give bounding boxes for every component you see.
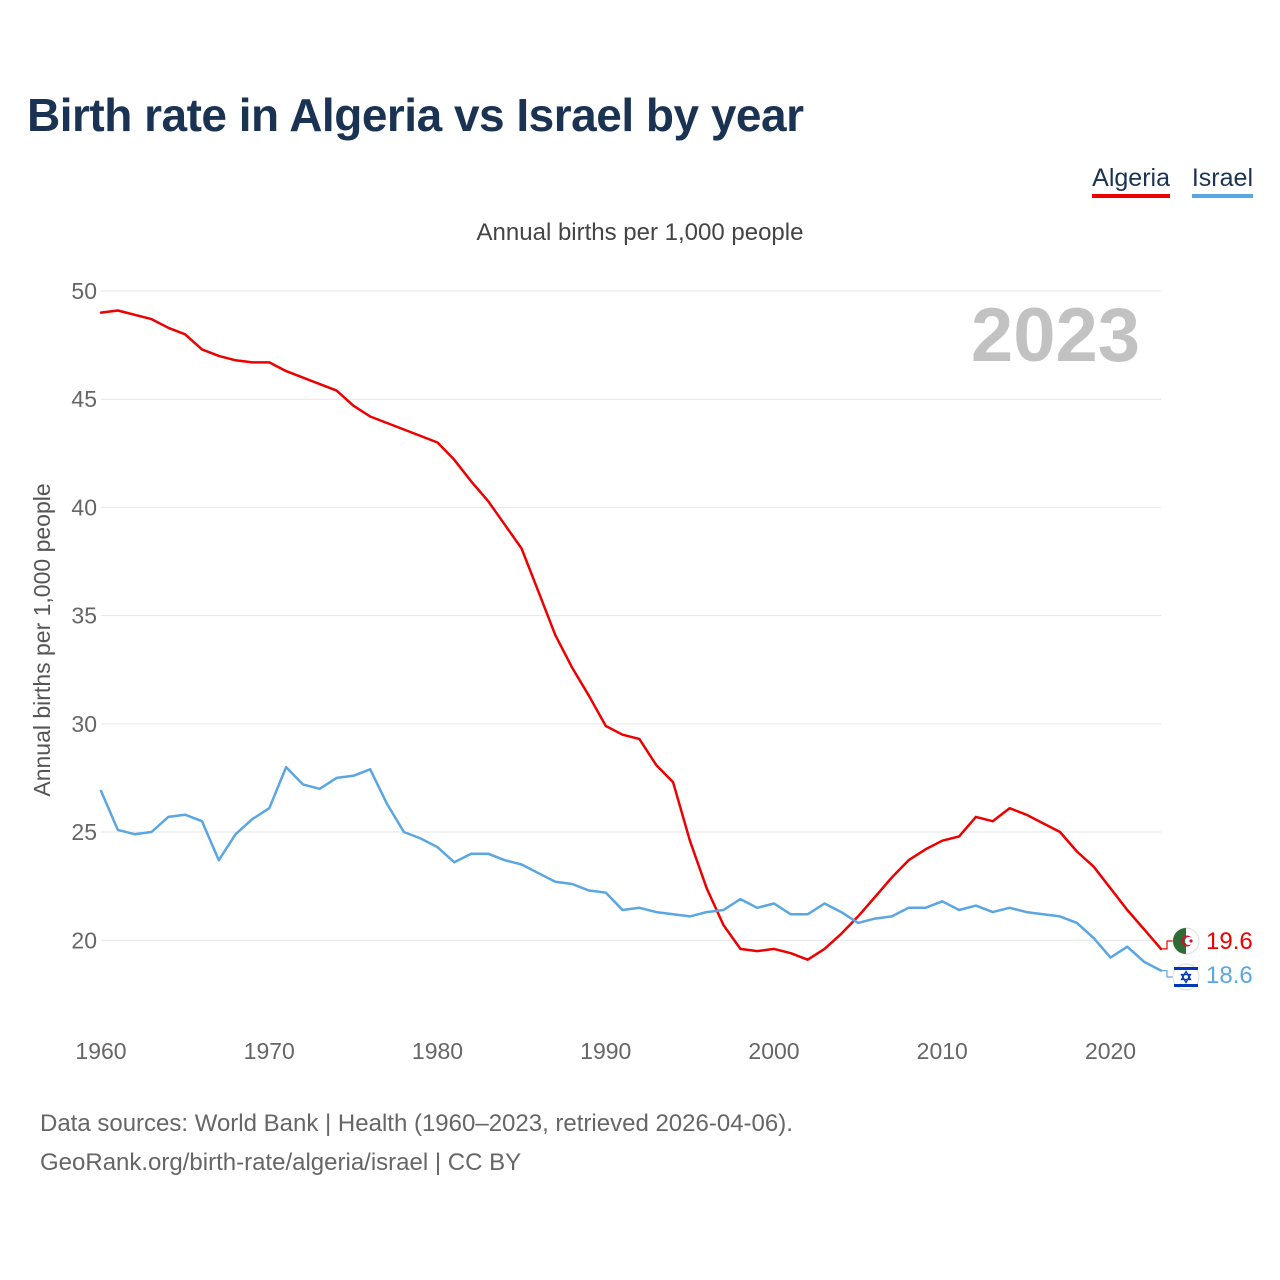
- gridlines: [101, 290, 1161, 941]
- legend-label-israel: Israel: [1191, 164, 1253, 192]
- series-lines: [99, 309, 1173, 978]
- y-tick-label: 45: [71, 386, 97, 412]
- x-tick-label: 1980: [412, 1038, 463, 1064]
- y-tick-label: 35: [71, 603, 97, 629]
- end-connector-israel: [1161, 969, 1173, 978]
- x-tick-label: 2010: [917, 1038, 968, 1064]
- footer-credit: GeoRank.org/birth-rate/algeria/israel | …: [40, 1149, 522, 1176]
- y-axis-title: Annual births per 1,000 people: [29, 483, 55, 796]
- algeria-flag-icon: [1172, 927, 1200, 955]
- series-line-israel: [99, 765, 1163, 972]
- legend-swatch-algeria: [1092, 194, 1170, 198]
- chart-title: Birth rate in Algeria vs Israel by year: [27, 89, 804, 141]
- x-tick-label: 1960: [75, 1038, 126, 1064]
- year-badge: 2023: [971, 293, 1140, 378]
- end-markers: [1172, 927, 1200, 991]
- x-axis-ticks: 1960 1970 1980 1990 2000 2010 2020: [75, 1038, 1136, 1064]
- x-tick-label: 2000: [748, 1038, 799, 1064]
- legend-item-israel[interactable]: Israel: [1191, 164, 1253, 198]
- end-connector-algeria: [1161, 940, 1173, 950]
- y-tick-label: 50: [71, 278, 97, 304]
- legend-label-algeria: Algeria: [1092, 164, 1170, 192]
- x-tick-label: 2020: [1085, 1038, 1136, 1064]
- line-chart: Annual births per 1,000 people Annual bi…: [29, 219, 1253, 1064]
- legend-swatch-israel: [1191, 194, 1253, 198]
- y-tick-label: 25: [71, 819, 97, 845]
- chart-subtitle: Annual births per 1,000 people: [477, 219, 804, 246]
- israel-flag-icon: [1172, 963, 1200, 991]
- y-tick-label: 40: [71, 494, 97, 520]
- y-tick-label: 30: [71, 711, 97, 737]
- y-tick-label: 20: [71, 927, 97, 953]
- y-axis-ticks: 20 25 30 35 40 45 50: [71, 278, 97, 953]
- end-label-algeria: 19.6: [1206, 928, 1253, 955]
- series-line-algeria: [99, 309, 1163, 961]
- end-label-israel: 18.6: [1206, 962, 1253, 989]
- legend-item-algeria[interactable]: Algeria: [1092, 164, 1170, 198]
- x-tick-label: 1990: [580, 1038, 631, 1064]
- footer-sources: Data sources: World Bank | Health (1960–…: [40, 1110, 793, 1137]
- x-tick-label: 1970: [244, 1038, 295, 1064]
- footer: Data sources: World Bank | Health (1960–…: [40, 1104, 793, 1182]
